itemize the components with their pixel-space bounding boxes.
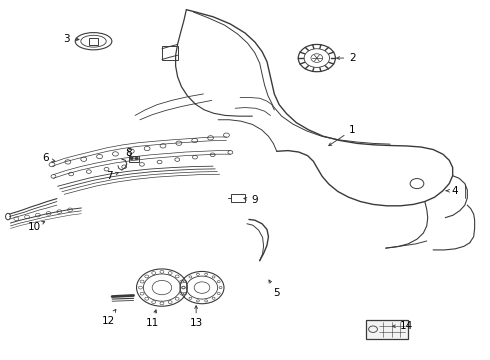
Circle shape <box>135 157 139 160</box>
Text: 14: 14 <box>392 321 413 331</box>
FancyBboxPatch shape <box>231 194 245 202</box>
FancyBboxPatch shape <box>366 320 408 338</box>
Text: 3: 3 <box>63 35 79 44</box>
Text: 1: 1 <box>329 125 356 146</box>
Text: 2: 2 <box>337 53 356 63</box>
FancyBboxPatch shape <box>162 46 177 60</box>
FancyBboxPatch shape <box>129 156 140 162</box>
Text: 4: 4 <box>446 186 459 196</box>
Text: 8: 8 <box>125 148 132 158</box>
Text: 12: 12 <box>101 309 116 325</box>
Text: 5: 5 <box>269 280 280 298</box>
Text: 11: 11 <box>146 310 159 328</box>
Text: 6: 6 <box>42 153 55 163</box>
Text: 13: 13 <box>190 306 203 328</box>
Text: 10: 10 <box>27 221 45 231</box>
Circle shape <box>130 157 134 160</box>
Text: 7: 7 <box>106 171 119 181</box>
FancyBboxPatch shape <box>89 38 98 45</box>
Text: 9: 9 <box>244 195 258 205</box>
